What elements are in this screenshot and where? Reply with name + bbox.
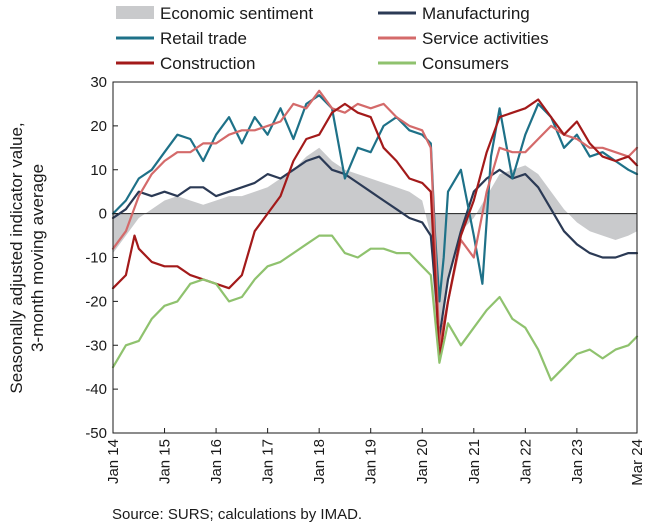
x-tick-label-jan-20: Jan 20 <box>414 439 431 484</box>
y-tick-label--40: -40 <box>85 381 107 398</box>
legend-label-construction: Construction <box>160 54 255 73</box>
y-tick-label-30: 30 <box>90 74 107 91</box>
y-tick-label-20: 20 <box>90 118 107 135</box>
y-axis-ticks: 30 20 10 0 -10 -20 -30 -40 -50 <box>85 74 118 442</box>
y-tick-label-0: 0 <box>99 206 107 223</box>
legend: Economic sentiment Manufacturing Retail tr… <box>116 4 549 73</box>
legend-label-economic-sentiment: Economic sentiment <box>160 4 313 23</box>
x-axis-ticks: Jan 14 Jan 15 Jan 16 Jan 17 Jan 18 Jan 19 Jan … <box>105 428 646 486</box>
x-tick-label-jan-22: Jan 22 <box>517 439 534 484</box>
source-note: Source: SURS; calculations by IMAD. <box>112 506 363 523</box>
series-line-service-activities <box>111 89 639 347</box>
x-tick-label-jan-15: Jan 15 <box>157 439 174 484</box>
series-line-retail-trade <box>111 94 639 303</box>
y-tick-label--30: -30 <box>85 337 107 354</box>
x-tick-label-jan-23: Jan 23 <box>569 439 586 484</box>
series-line-manufacturing <box>111 155 639 338</box>
legend-swatch-economic-sentiment <box>116 6 154 19</box>
y-tick-label--50: -50 <box>85 425 107 442</box>
x-tick-label-jan-19: Jan 19 <box>363 439 380 484</box>
x-tick-label-mar-24: Mar 24 <box>629 439 646 486</box>
y-axis-title-line-1: Seasonally adjusted indicator value, <box>7 122 26 393</box>
legend-label-retail-trade: Retail trade <box>160 29 247 48</box>
legend-label-manufacturing: Manufacturing <box>422 4 530 23</box>
x-tick-label-jan-21: Jan 21 <box>466 439 483 484</box>
y-tick-label--10: -10 <box>85 250 107 267</box>
y-tick-label-10: 10 <box>90 162 107 179</box>
x-tick-label-jan-16: Jan 16 <box>208 439 225 484</box>
area-economic-sentiment <box>113 147 637 328</box>
series-lines-layer <box>111 89 639 382</box>
series-line-construction <box>111 98 639 360</box>
legend-label-consumers: Consumers <box>422 54 509 73</box>
series-line-consumers <box>111 234 639 382</box>
economic-sentiment-area-layer <box>113 147 637 328</box>
x-tick-label-jan-17: Jan 17 <box>260 439 277 484</box>
legend-label-service-activities: Service activities <box>422 29 549 48</box>
y-tick-label--20: -20 <box>85 293 107 310</box>
y-axis-title-line-2: 3-month moving average <box>28 164 47 352</box>
x-tick-label-jan-14: Jan 14 <box>105 439 122 484</box>
x-tick-label-jan-18: Jan 18 <box>311 439 328 484</box>
